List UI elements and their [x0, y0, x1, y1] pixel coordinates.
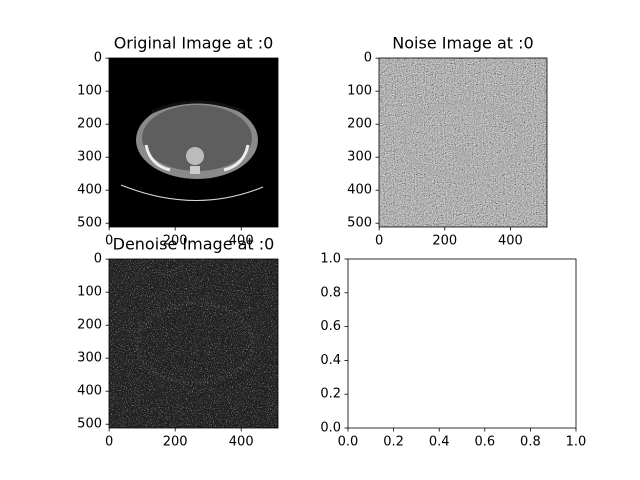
y-tick-label: 0.0 [320, 421, 341, 436]
y-tick-label: 0.8 [320, 285, 341, 300]
y-tick-label: 400 [347, 183, 372, 198]
x-tick-label: 0.2 [383, 435, 404, 450]
x-tick-label: 200 [163, 435, 188, 450]
axes-title: Original Image at :0 [114, 34, 274, 53]
x-tick-label: 0 [105, 234, 113, 249]
x-tick-label: 0.6 [474, 435, 495, 450]
axes-title: Noise Image at :0 [392, 34, 533, 53]
y-tick-label: 0 [94, 51, 102, 66]
axes-title: Denoise Image at :0 [113, 235, 275, 254]
y-tick-label: 0 [94, 252, 102, 267]
y-tick-label: 200 [77, 318, 102, 333]
axes-frame [108, 57, 279, 228]
denoise-image [109, 259, 278, 428]
x-tick-label: 200 [163, 234, 188, 249]
y-tick-label: 0.2 [320, 387, 341, 402]
axes-frame [108, 258, 279, 429]
y-tick-label: 0.6 [320, 319, 341, 334]
y-tick-label: 400 [77, 384, 102, 399]
x-tick-label: 0.4 [429, 435, 450, 450]
x-tick-label: 0.8 [520, 435, 541, 450]
axes-frame [347, 258, 577, 429]
y-tick-label: 300 [77, 150, 102, 165]
y-tick-label: 500 [77, 417, 102, 432]
y-tick-label: 500 [347, 216, 372, 231]
x-tick-label: 0.0 [338, 435, 359, 450]
x-tick-label: 400 [498, 234, 523, 249]
y-tick-label: 100 [77, 84, 102, 99]
x-tick-label: 0 [375, 234, 383, 249]
x-tick-label: 400 [229, 234, 254, 249]
y-tick-label: 300 [77, 351, 102, 366]
y-tick-label: 200 [347, 117, 372, 132]
y-tick-label: 1.0 [320, 252, 341, 267]
y-tick-label: 100 [347, 84, 372, 99]
x-tick-label: 400 [229, 435, 254, 450]
y-tick-label: 0 [364, 51, 372, 66]
x-tick-label: 0 [105, 435, 113, 450]
y-tick-label: 500 [77, 216, 102, 231]
y-tick-label: 400 [77, 183, 102, 198]
x-tick-label: 1.0 [566, 435, 587, 450]
y-tick-label: 0.4 [320, 353, 341, 368]
axes-frame [378, 57, 548, 228]
noise-image [379, 58, 547, 227]
x-tick-label: 200 [432, 234, 457, 249]
original-image [109, 58, 278, 227]
y-tick-label: 300 [347, 150, 372, 165]
y-tick-label: 200 [77, 117, 102, 132]
y-tick-label: 100 [77, 285, 102, 300]
